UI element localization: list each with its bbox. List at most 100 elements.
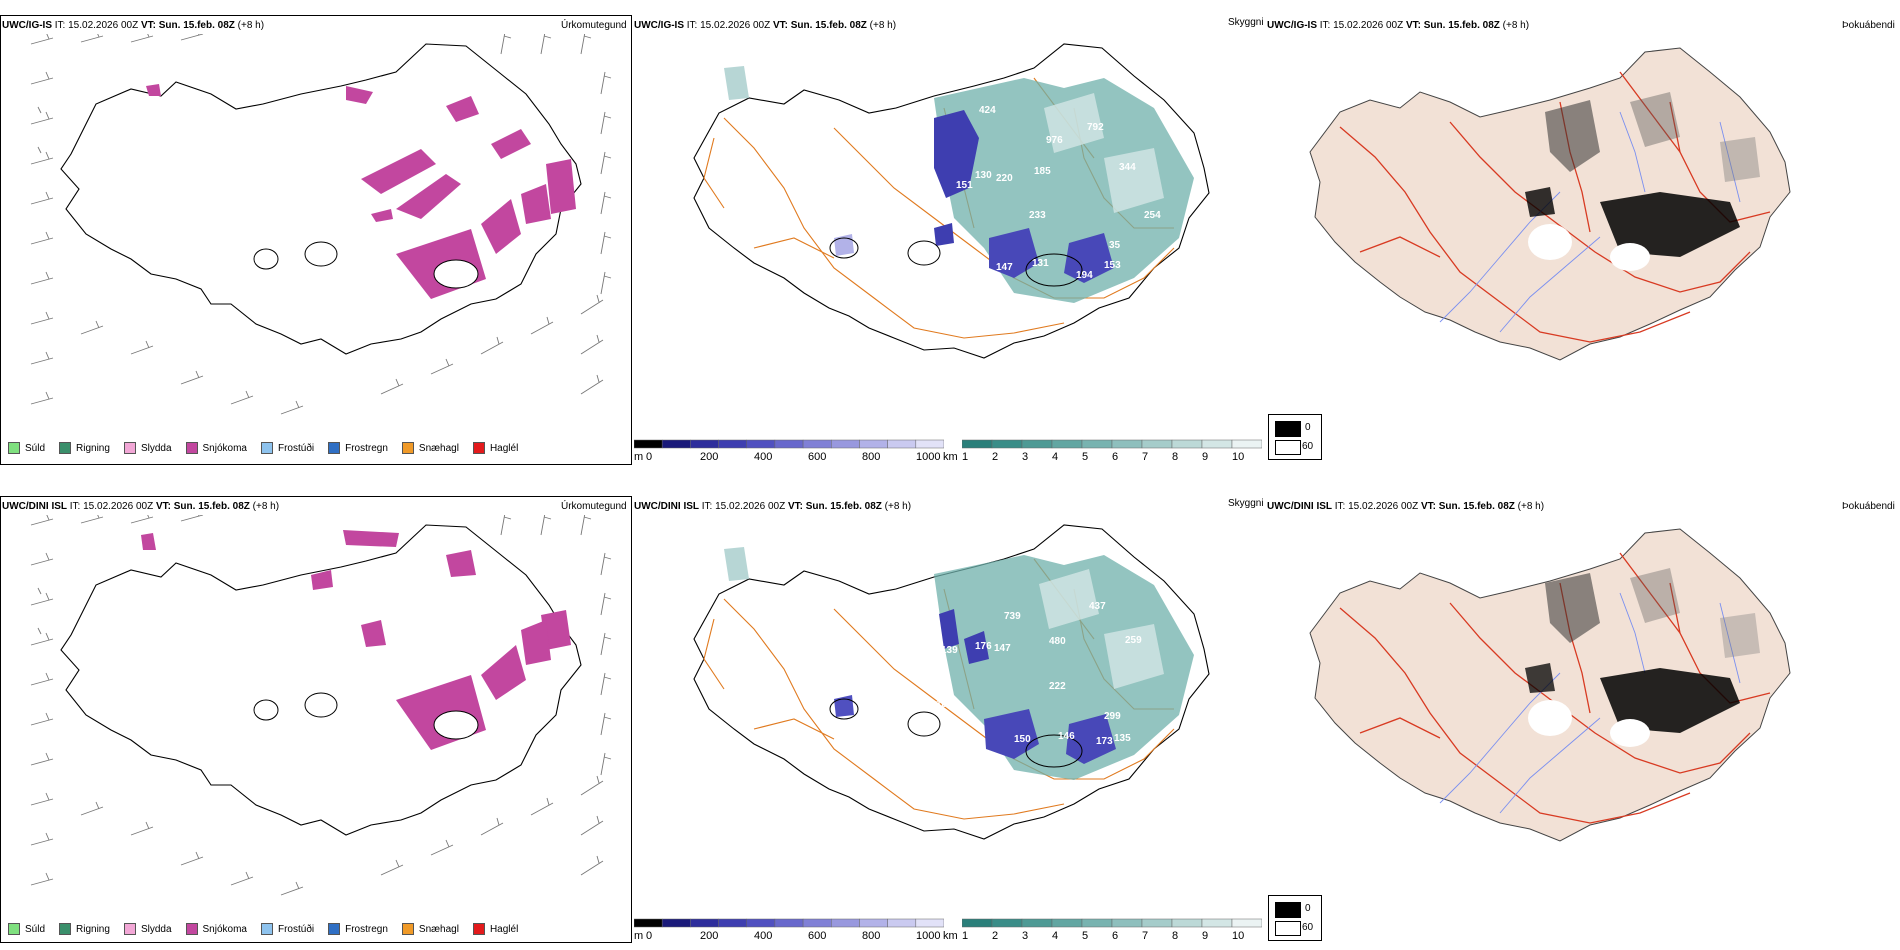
precip-panel-frame <box>0 496 632 943</box>
colorbar-swatch <box>887 439 917 449</box>
precip-map <box>30 34 612 415</box>
colorbar-swatch <box>1081 918 1113 928</box>
colorbar-tick-label: 5 <box>1082 451 1089 463</box>
ceiling-label: 176 <box>975 641 992 652</box>
legend-item: Frostúði <box>260 442 314 454</box>
colorbar-swatch <box>991 439 1023 449</box>
ceiling-colorbar <box>634 918 944 928</box>
colorbar-tick-label: 4 <box>1052 451 1059 463</box>
colorbar-swatch <box>1111 439 1143 449</box>
panel-header: UWC/IG-IS IT: 15.02.2026 00Z VT: Sun. 15… <box>2 20 265 31</box>
colorbar-swatch <box>1051 439 1083 449</box>
ceiling-label: 151 <box>956 180 973 191</box>
ceiling-label: 976 <box>1046 135 1063 146</box>
ceiling-label: 424 <box>979 105 996 116</box>
legend-item: Frostúði <box>260 923 314 935</box>
ceiling-label: 135 <box>1114 733 1131 744</box>
ceiling-label: 186 <box>936 699 953 710</box>
ceiling-label: 139 <box>941 645 958 656</box>
init-time: 15.02.2026 00Z <box>83 501 154 512</box>
colorbar-swatch <box>690 439 719 449</box>
colorbar-swatch <box>718 439 747 449</box>
legend-item: Snjókoma <box>185 442 247 454</box>
colorbar-swatch <box>1141 439 1173 449</box>
fog-map <box>1309 47 1791 361</box>
colorbar-tick-label: 600 <box>808 930 827 942</box>
colorbar-swatch <box>915 439 944 449</box>
colorbar-tick-label: 1 <box>962 930 969 942</box>
colorbar-swatch <box>661 918 691 928</box>
ceiling-field <box>834 110 1114 283</box>
ceiling-colorbar-unit: m <box>634 930 644 942</box>
ceiling-label: 299 <box>1104 711 1121 722</box>
ceiling-label: 437 <box>1089 601 1106 612</box>
ceiling-label: 792 <box>1087 122 1104 133</box>
colorbar-swatch <box>1201 918 1233 928</box>
ceiling-label: 150 <box>1014 734 1031 745</box>
visibility-colorbar-unit: km <box>943 451 958 463</box>
ceiling-label: 344 <box>1119 162 1136 173</box>
colorbar-tick-label: 200 <box>700 451 719 463</box>
colorbar-tick-label: 600 <box>808 451 827 463</box>
panel-title-ceiling: Skyggni <box>1228 498 1264 509</box>
legend-item: Frostregn <box>328 923 388 935</box>
colorbar-tick-label: 0 <box>646 451 653 463</box>
colorbar-tick-label: 800 <box>862 451 881 463</box>
row-2: UWC/DINI ISL IT: 15.02.2026 00Z VT: Sun.… <box>0 475 1900 950</box>
glaciers <box>253 241 479 289</box>
colorbar-swatch <box>1201 439 1233 449</box>
legend-item: Súld <box>8 442 45 454</box>
colorbar-swatch <box>1231 918 1262 928</box>
colorbar-swatch <box>1171 918 1203 928</box>
ceiling-labels: 424 976 792 185 344 220 130 151 233 254 … <box>946 105 1161 309</box>
colorbar-swatch <box>1231 439 1262 449</box>
panel-header: UWC/IG-IS IT: 15.02.2026 00Z VT: Sun. 15… <box>1267 20 1530 31</box>
colorbar-tick-label: 4 <box>1052 930 1059 942</box>
colorbar-tick-label: 8 <box>1172 451 1179 463</box>
colorbar-tick-label: 9 <box>1202 451 1209 463</box>
ceiling-label: 165 <box>946 245 963 256</box>
colorbar-swatch <box>802 439 832 449</box>
colorbar-swatch <box>1111 918 1143 928</box>
colorbar-tick-label: 200 <box>700 930 719 942</box>
colorbar-tick-label: 8 <box>1172 930 1179 942</box>
colorbar-tick-label: 1000 <box>916 930 941 942</box>
ceiling-colorbar <box>634 439 944 449</box>
ceiling-colorbar-unit: m <box>634 451 644 463</box>
colorbar-tick-label: 3 <box>1022 451 1029 463</box>
legend-item: Frostregn <box>328 442 388 454</box>
colorbar-tick-label: 800 <box>862 930 881 942</box>
ceiling-label: 147 <box>996 262 1013 273</box>
legend-item: Snjókoma <box>185 923 247 935</box>
fog-map <box>1309 528 1791 842</box>
panel-title-precip: Úrkomutegund <box>561 501 627 512</box>
legend-item: Rigning <box>59 923 110 935</box>
ceiling-label: 233 <box>1029 210 1046 221</box>
legend-item: Súld <box>8 923 45 935</box>
row-1: UWC/IG-IS IT: 15.02.2026 00Z VT: Sun. 15… <box>0 15 1895 465</box>
colorbar-tick-label: 9 <box>1202 930 1209 942</box>
colorbar-tick-label: 2 <box>992 930 999 942</box>
colorbar-swatch <box>746 918 776 928</box>
colorbar-swatch <box>1141 918 1173 928</box>
ceiling-label: 739 <box>1004 611 1021 622</box>
panel-header: UWC/DINI ISL IT: 15.02.2026 00Z VT: Sun.… <box>2 501 280 512</box>
visibility-colorbar <box>962 918 1262 928</box>
precip-map <box>30 515 612 896</box>
panel-title-ceiling: Skyggni <box>1228 17 1264 28</box>
colorbar-swatch <box>774 439 804 449</box>
colorbar-swatch <box>831 439 860 449</box>
legend-item: Snæhagl <box>401 923 459 935</box>
visibility-colorbar-unit: km <box>943 930 958 942</box>
visibility-colorbar-ticks: 1 2 3 4 5 6 7 8 9 10 <box>962 451 1262 465</box>
precip-panel-frame <box>0 15 632 465</box>
colorbar-swatch <box>690 918 719 928</box>
iceland-coastline <box>60 43 582 355</box>
model-name: UWC/IG-IS <box>2 20 52 31</box>
colorbar-tick-label: 10 <box>1232 451 1245 463</box>
lead-time: (+8 h) <box>237 20 265 31</box>
ceiling-label: 194 <box>1076 270 1093 281</box>
legend-item: Haglél <box>472 442 518 454</box>
colorbar-tick-label: 1 <box>962 451 969 463</box>
visibility-colorbar-ticks: 1 2 3 4 5 6 7 8 9 10 <box>962 930 1262 944</box>
